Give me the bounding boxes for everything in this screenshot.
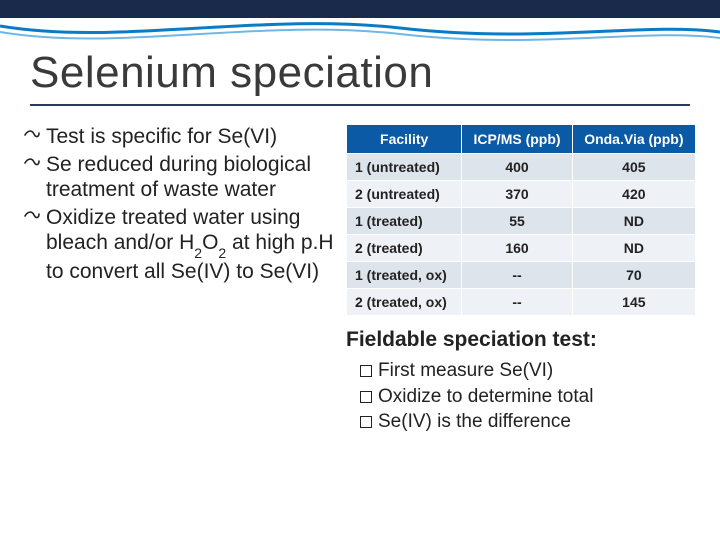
check-item: Oxidize to determine total: [360, 384, 696, 410]
table-row: 1 (treated, ox)--70: [347, 262, 696, 289]
bullet-text: Test is specific for Se(VI): [46, 124, 334, 150]
check-text: Se(IV) is the difference: [378, 411, 571, 432]
bullet-mark: [24, 124, 46, 150]
fieldable-heading: Fieldable speciation test:: [346, 328, 696, 352]
col-header: ICP/MS (ppb): [462, 125, 572, 154]
table-row: 1 (untreated)400405: [347, 154, 696, 181]
bullet-mark: [24, 152, 46, 203]
table-row: 1 (treated)55ND: [347, 208, 696, 235]
check-item: Se(IV) is the difference: [360, 409, 696, 435]
bullet-list: Test is specific for Se(VI) Se reduced d…: [24, 124, 334, 435]
col-header: Facility: [347, 125, 462, 154]
bullet-text: Oxidize treated water using bleach and/o…: [46, 205, 334, 284]
bullet-item: Test is specific for Se(VI): [24, 124, 334, 150]
check-list: First measure Se(VI) Oxidize to determin…: [346, 358, 696, 435]
checkbox-icon: [360, 391, 372, 403]
check-text: Oxidize to determine total: [378, 386, 593, 407]
table-row: 2 (untreated)370420: [347, 181, 696, 208]
bullet-text: Se reduced during biological treatment o…: [46, 152, 334, 203]
bullet-mark: [24, 205, 46, 284]
checkbox-icon: [360, 365, 372, 377]
content-area: Test is specific for Se(VI) Se reduced d…: [0, 106, 720, 435]
check-text: First measure Se(VI): [378, 360, 553, 381]
bullet-item: Oxidize treated water using bleach and/o…: [24, 205, 334, 284]
check-item: First measure Se(VI): [360, 358, 696, 384]
right-column: Facility ICP/MS (ppb) Onda.Via (ppb) 1 (…: [346, 124, 696, 435]
checkbox-icon: [360, 416, 372, 428]
bullet-item: Se reduced during biological treatment o…: [24, 152, 334, 203]
table-row: 2 (treated, ox)--145: [347, 289, 696, 316]
data-table: Facility ICP/MS (ppb) Onda.Via (ppb) 1 (…: [346, 124, 696, 316]
col-header: Onda.Via (ppb): [572, 125, 695, 154]
top-bar: [0, 0, 720, 18]
wave-decoration: [0, 18, 720, 58]
table-row: 2 (treated)160ND: [347, 235, 696, 262]
table-body: 1 (untreated)400405 2 (untreated)370420 …: [347, 154, 696, 316]
